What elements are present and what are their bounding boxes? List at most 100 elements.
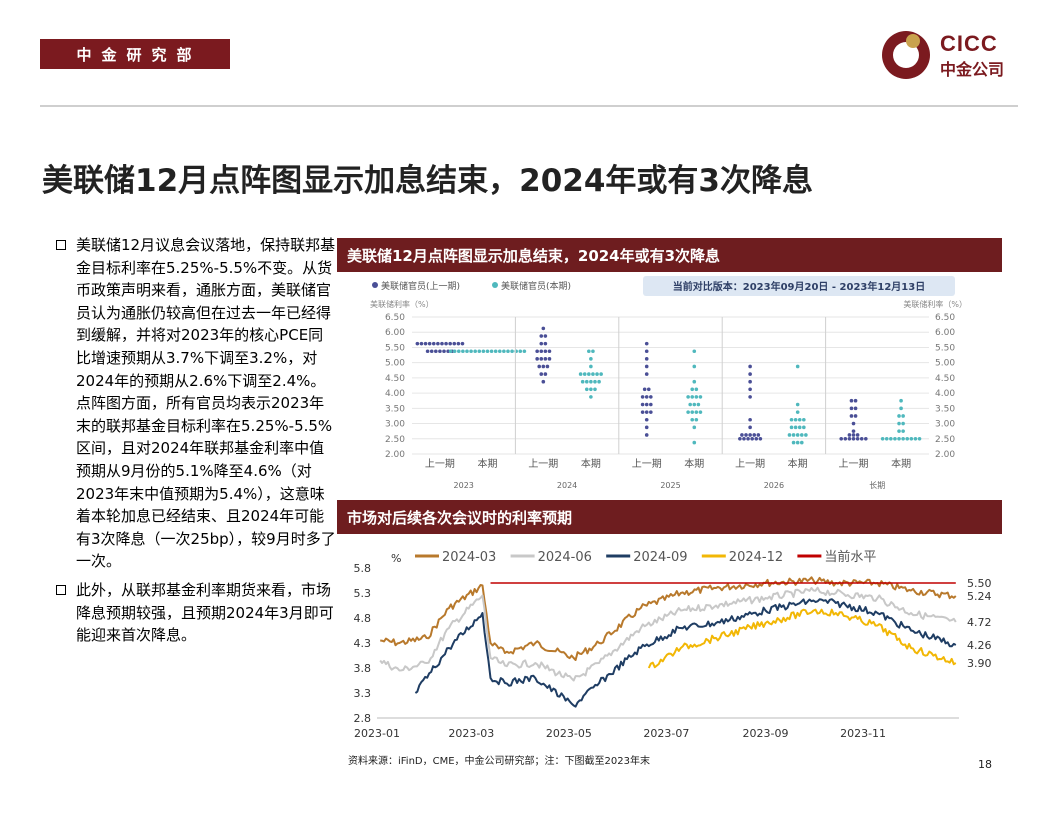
dot-prev	[431, 341, 436, 346]
dot-prev	[436, 341, 440, 346]
dot-curr	[502, 349, 506, 354]
dot-curr	[686, 395, 690, 399]
dot-prev	[849, 414, 854, 418]
dot-prev	[748, 395, 752, 399]
dot-curr	[799, 440, 804, 445]
dot-curr	[587, 372, 591, 376]
dot-curr	[465, 349, 469, 354]
dot-curr	[694, 417, 699, 422]
dot-curr	[913, 436, 918, 441]
dot-curr	[897, 414, 901, 418]
dot-prev	[849, 398, 854, 403]
dot-curr	[582, 372, 587, 376]
x-tick-label: 2023-07	[643, 727, 689, 740]
dot-prev	[541, 326, 546, 331]
dot-curr	[696, 402, 701, 407]
x-tick-label: 2023-11	[840, 727, 886, 740]
x-tick-label: 2023-01	[354, 727, 400, 740]
legend-label: 2024-12	[729, 550, 783, 565]
y-tick-label-left: 3.00	[385, 420, 405, 430]
dot-prev	[855, 436, 860, 441]
y-tick-label-left: 6.00	[385, 328, 405, 338]
dot-prev	[644, 402, 649, 407]
dot-prev	[419, 341, 424, 346]
dot-prev	[535, 357, 539, 361]
dot-curr	[901, 421, 905, 426]
dot-curr	[686, 410, 690, 414]
dot-prev	[537, 364, 542, 369]
dot-curr	[791, 433, 796, 437]
dot-prev	[864, 436, 868, 441]
y-tick-label: 3.3	[354, 687, 372, 700]
dot-prev	[415, 341, 420, 346]
dot-curr	[481, 349, 486, 354]
y-tick-label: 4.8	[354, 612, 372, 625]
dot-prev	[535, 349, 539, 354]
dot-curr	[692, 364, 697, 369]
dot-curr	[452, 349, 457, 354]
dot-prev	[644, 425, 649, 430]
dot-curr	[893, 436, 897, 441]
dot-curr	[793, 417, 798, 422]
dot-curr	[688, 402, 692, 407]
dot-curr	[884, 436, 889, 441]
y-tick-label-left: 5.50	[385, 343, 405, 353]
dot-prev	[855, 433, 860, 437]
dot-prev	[649, 410, 653, 414]
dot-curr	[597, 379, 601, 384]
dot-curr	[510, 349, 514, 354]
dot-prev	[748, 433, 752, 437]
y-tick-label-right: 5.00	[935, 359, 955, 369]
header-divider	[40, 105, 1018, 107]
y-tick-label-right: 4.00	[935, 389, 955, 399]
dot-curr	[489, 349, 494, 354]
dot-prev	[543, 372, 548, 376]
dot-prev	[539, 349, 544, 354]
dot-curr	[469, 349, 473, 354]
y-axis-title-right: 美联储利率（%）	[903, 299, 967, 309]
dot-prev	[644, 410, 649, 414]
rate-expectation-chart: % 5.8 5.3 4.8 4.3 3.8 3.3 2.8 2023-01 2023-03 2023…	[354, 549, 992, 740]
dot-prev	[642, 387, 647, 392]
sub-label-curr: 本期	[788, 457, 808, 470]
dot-prev	[851, 433, 856, 437]
rate-expectation-panel-title: 市场对后续各次会议时的利率预期	[337, 500, 1002, 534]
dot-prev	[853, 414, 858, 418]
dot-curr	[917, 436, 922, 441]
dot-curr	[584, 379, 589, 384]
dot-curr	[690, 395, 695, 399]
legend-label-prev: 美联储官员(上一期)	[381, 280, 460, 292]
dot-curr	[587, 349, 591, 354]
dot-curr	[692, 402, 697, 407]
dot-prev	[644, 433, 649, 437]
legend-dot-curr	[492, 282, 498, 288]
dot-prev	[644, 372, 649, 376]
dot-prev	[740, 433, 744, 437]
page-number: 18	[978, 758, 992, 771]
dot-prev	[748, 379, 752, 384]
y-tick-label-right: 3.50	[935, 404, 955, 414]
dot-curr	[795, 402, 800, 407]
y-tick-label-right: 6.50	[935, 313, 955, 323]
dot-curr	[698, 410, 703, 414]
sub-label-curr: 本期	[684, 457, 704, 470]
dot-curr	[797, 417, 802, 422]
dot-curr	[899, 398, 903, 403]
legend-dot-prev	[372, 282, 378, 288]
y-tick-label-left: 2.00	[385, 450, 405, 460]
dot-curr	[901, 414, 905, 418]
dot-curr	[799, 433, 804, 437]
dot-prev	[448, 341, 452, 346]
bullet-item: 美联储12月议息会议落地，保持联邦基金目标利率在5.25%-5.5%不变。从货币…	[54, 234, 336, 573]
dot-curr	[694, 395, 699, 399]
sub-label-prev: 上一期	[632, 458, 662, 470]
checkbox-square-icon	[56, 240, 66, 250]
dot-curr	[518, 349, 523, 354]
dot-prev	[452, 341, 457, 346]
dot-curr	[889, 436, 893, 441]
dot-curr	[461, 349, 465, 354]
y-tick-label-right: 6.00	[935, 328, 955, 338]
dot-prev	[847, 433, 852, 437]
dot-curr	[791, 440, 796, 445]
logo-text-cn: 中金公司	[940, 60, 1005, 79]
